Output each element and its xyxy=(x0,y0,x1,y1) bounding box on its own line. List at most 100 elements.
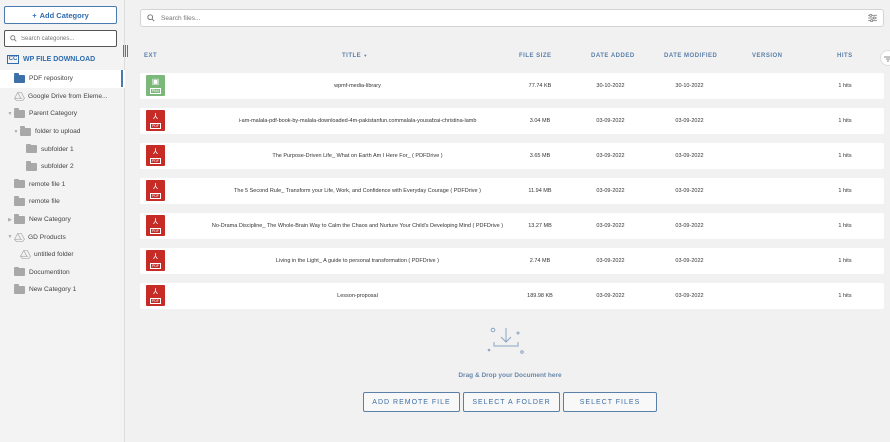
ext-label: PDF xyxy=(150,122,161,129)
header-hits[interactable]: HITS xyxy=(837,53,853,59)
ext-label: PDF xyxy=(150,157,161,164)
cell-size: 189.98 KB xyxy=(527,292,553,299)
category-item[interactable]: remote file 1 xyxy=(0,176,125,194)
category-label: subfolder 2 xyxy=(41,163,74,171)
expand-arrow-icon[interactable]: ▼ xyxy=(7,234,13,241)
header-ext: EXT xyxy=(144,53,158,59)
file-search-input[interactable] xyxy=(161,14,862,22)
category-item[interactable]: remote file xyxy=(0,193,125,211)
cell-title[interactable]: wpmf-media-library xyxy=(334,82,381,89)
cell-added: 03-09-2022 xyxy=(596,222,625,229)
folder-icon xyxy=(14,196,25,206)
expand-arrow-icon[interactable]: ▼ xyxy=(13,128,19,135)
file-row[interactable]: ⅄ PDF The 5 Second Rule_ Transform your Li… xyxy=(140,178,884,204)
dropzone[interactable]: Drag & Drop your Document here xyxy=(350,325,670,379)
add-category-button[interactable]: + Add Category xyxy=(4,6,117,24)
cell-title[interactable]: Lesson-proposal xyxy=(337,292,378,299)
search-icon xyxy=(10,35,17,42)
search-icon xyxy=(147,14,155,22)
sidebar: +Add Category CC WP FILE DOWNLOAD PDF rep… xyxy=(0,0,125,442)
folder-icon xyxy=(14,284,25,294)
category-label: remote file xyxy=(29,198,60,206)
pdf-file-icon: ⅄ PDF xyxy=(146,285,165,306)
filter-settings-icon[interactable] xyxy=(868,14,877,22)
add-remote-file-button[interactable]: ADD REMOTE FILE xyxy=(363,392,460,412)
column-filter-button[interactable] xyxy=(880,50,890,66)
category-item[interactable]: subfolder 2 xyxy=(0,158,125,176)
category-label: Google Drive from Eleme... xyxy=(28,92,108,100)
category-item[interactable]: PDF repository xyxy=(0,70,125,88)
cell-hits: 1 hits xyxy=(838,82,852,89)
dropzone-text: Drag & Drop your Document here xyxy=(458,372,562,379)
cell-added: 03-09-2022 xyxy=(596,152,625,159)
header-version[interactable]: VERSION xyxy=(752,53,783,59)
file-row[interactable]: ⅄ PDF Lesson-proposal 189.98 KB 03-09-2022 03… xyxy=(140,283,884,309)
cell-version xyxy=(745,213,790,239)
file-search[interactable] xyxy=(140,9,884,27)
cell-modified: 03-09-2022 xyxy=(675,117,704,124)
cell-title[interactable]: No-Drama Discipline_ The Whole-Brain Way… xyxy=(211,222,504,229)
category-label: untitled folder xyxy=(34,251,74,259)
category-item[interactable]: ▶ New Category xyxy=(0,211,125,229)
expand-arrow-icon[interactable]: ▼ xyxy=(7,110,13,117)
header-title[interactable]: TITLE ▼ xyxy=(342,53,368,59)
file-row[interactable]: ⅄ PDF i-am-malala-pdf-book-by-malala-downl… xyxy=(140,108,884,134)
cell-title[interactable]: The Purpose-Driven Life_ What on Earth A… xyxy=(272,152,443,159)
header-file-size[interactable]: FILE SIZE xyxy=(519,53,552,59)
file-row[interactable]: ⅄ PDF Living in the Light_ A guide to pers… xyxy=(140,248,884,274)
pdf-file-icon: ⅄ PDF xyxy=(146,110,165,131)
cell-modified: 30-10-2022 xyxy=(675,82,704,89)
category-item[interactable]: ▼ folder to upload xyxy=(0,123,125,141)
category-label: New Category xyxy=(29,216,71,224)
category-item[interactable]: ▼ Parent Category xyxy=(0,105,125,123)
sidebar-resize-handle[interactable] xyxy=(123,45,128,57)
folder-icon xyxy=(26,161,37,171)
category-search-input[interactable] xyxy=(21,35,111,42)
sort-desc-icon: ▼ xyxy=(363,53,368,58)
header-date-modified[interactable]: DATE MODIFIED xyxy=(664,53,718,59)
category-label: New Category 1 xyxy=(29,286,77,294)
cell-modified: 03-09-2022 xyxy=(675,257,704,264)
cell-title[interactable]: Living in the Light_ A guide to personal… xyxy=(276,257,439,264)
header-date-added[interactable]: DATE ADDED xyxy=(591,53,635,59)
select-folder-button[interactable]: SELECT A FOLDER xyxy=(463,392,560,412)
cell-title[interactable]: The 5 Second Rule_ Transform your Life, … xyxy=(234,187,481,194)
brand-title: WP FILE DOWNLOAD xyxy=(23,56,96,63)
cell-title[interactable]: i-am-malala-pdf-book-by-malala-downloade… xyxy=(238,117,477,124)
google-drive-icon xyxy=(14,91,25,101)
header-title-label: TITLE xyxy=(342,53,362,59)
folder-icon xyxy=(20,126,31,136)
category-item[interactable]: untitled folder xyxy=(0,246,125,264)
category-label: subfolder 1 xyxy=(41,145,74,153)
cell-size: 13.27 MB xyxy=(528,222,552,229)
cell-size: 2.74 MB xyxy=(529,257,551,264)
category-label: folder to upload xyxy=(35,128,81,136)
cell-size: 3.04 MB xyxy=(529,117,551,124)
category-item[interactable]: Documentiton xyxy=(0,264,125,282)
brand-logo-icon: CC xyxy=(7,55,19,64)
cell-version xyxy=(745,248,790,274)
cell-modified: 03-09-2022 xyxy=(675,187,704,194)
brand: CC WP FILE DOWNLOAD xyxy=(7,55,95,64)
cell-added: 03-09-2022 xyxy=(596,257,625,264)
add-category-label: Add Category xyxy=(39,10,89,20)
cell-version xyxy=(745,143,790,169)
ext-label: PNG xyxy=(149,87,162,94)
cell-hits: 1 hits xyxy=(838,187,852,194)
category-label: Documentiton xyxy=(29,268,70,276)
ext-label: PDF xyxy=(150,227,161,234)
category-item[interactable]: Google Drive from Eleme... xyxy=(0,88,125,106)
expand-arrow-icon[interactable]: ▶ xyxy=(8,216,12,223)
cell-hits: 1 hits xyxy=(838,222,852,229)
select-files-button[interactable]: SELECT FILES xyxy=(563,392,657,412)
filter-icon xyxy=(884,56,890,62)
cell-hits: 1 hits xyxy=(838,292,852,299)
file-row[interactable]: ⅄ PDF The Purpose-Driven Life_ What on Ear… xyxy=(140,143,884,169)
file-row[interactable]: ⅄ PDF No-Drama Discipline_ The Whole-Brain… xyxy=(140,213,884,239)
category-item[interactable]: subfolder 1 xyxy=(0,140,125,158)
file-row[interactable]: ▣ PNG wpmf-media-library 77.74 KB 30-10-2022… xyxy=(140,73,884,99)
category-item[interactable]: New Category 1 xyxy=(0,281,125,299)
folder-icon xyxy=(14,178,25,189)
category-search[interactable] xyxy=(4,30,117,47)
category-item[interactable]: ▼ GD Products xyxy=(0,228,125,246)
